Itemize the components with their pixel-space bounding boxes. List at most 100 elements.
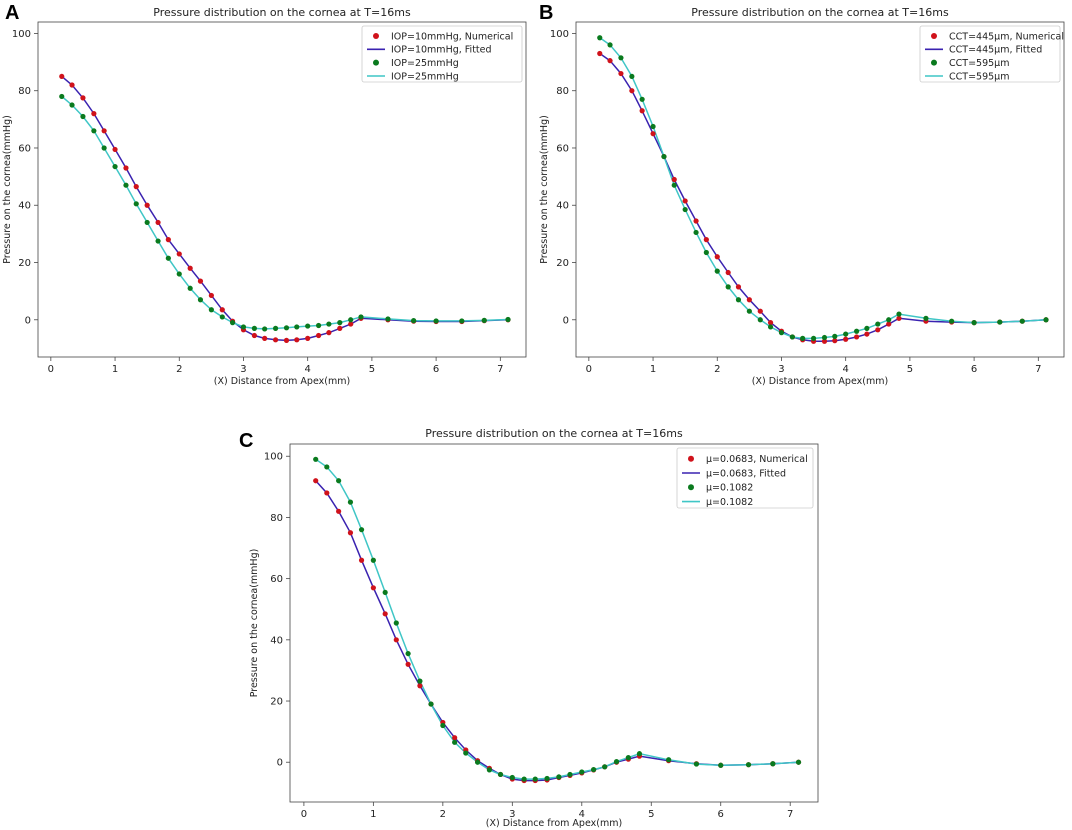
legend-label: IOP=10mmHg, Fitted [391, 45, 492, 56]
data-point-series-2 [971, 320, 977, 326]
data-point-series-2 [767, 324, 774, 330]
fitted-line-series-1 [599, 52, 1047, 343]
data-point-series-2 [666, 757, 672, 763]
chart-title: Pressure distribution on the cornea at T… [153, 6, 411, 19]
data-point-series-2 [789, 334, 795, 340]
x-tick-label: 4 [842, 364, 848, 375]
x-tick-label: 7 [1035, 364, 1041, 375]
data-point-series-2 [625, 755, 631, 761]
legend-label: IOP=10mmHg, Numerical [391, 31, 513, 42]
data-point-series-1 [294, 337, 300, 343]
data-point-series-2 [832, 333, 838, 339]
chart-panel-a: A Pressure distribution on the cornea at… [0, 0, 535, 395]
data-point-series-1 [843, 336, 849, 342]
data-point-series-2 [385, 316, 391, 322]
data-point-series-2 [618, 55, 624, 61]
data-point-series-2 [693, 229, 699, 236]
data-point-series-2 [463, 750, 469, 756]
data-point-series-1 [305, 335, 311, 341]
data-point-series-2 [176, 271, 182, 277]
data-point-series-1 [112, 146, 118, 153]
panel-letter: A [5, 2, 20, 24]
legend-label: IOP=25mmHg [391, 58, 459, 69]
data-point-series-2 [556, 774, 562, 780]
data-point-series-2 [597, 35, 603, 41]
data-point-series-1 [272, 337, 279, 343]
data-point-series-2 [393, 620, 399, 626]
data-point-series-2 [324, 464, 330, 470]
data-point-series-2 [155, 238, 161, 244]
data-point-series-2 [745, 762, 752, 768]
y-tick-label: 0 [25, 315, 31, 326]
y-tick-label: 80 [18, 86, 31, 97]
data-point-series-1 [155, 219, 161, 226]
chart-svg: Pressure distribution on the cornea at T… [2, 6, 527, 387]
legend-label: CCT=595μm [949, 71, 1009, 82]
data-point-series-1 [767, 320, 774, 326]
data-point-series-2 [69, 102, 75, 108]
data-point-series-2 [875, 321, 881, 327]
data-point-series-2 [197, 297, 204, 303]
data-point-series-2 [262, 326, 268, 332]
y-tick-label: 60 [270, 574, 283, 585]
y-tick-label: 40 [18, 201, 31, 212]
legend-box [676, 447, 814, 509]
chart-svg: Pressure distribution on the cornea at T… [249, 427, 819, 829]
y-tick-label: 60 [556, 143, 569, 154]
data-point-series-2 [810, 335, 817, 341]
data-point-series-2 [795, 759, 802, 765]
y-tick-label: 0 [563, 315, 569, 326]
data-point-series-2 [613, 759, 620, 765]
data-point-series-2 [770, 761, 776, 767]
data-point-series-2 [294, 324, 300, 330]
data-point-series-2 [336, 478, 342, 484]
y-axis-label: Pressure on the cornea(mmHg) [2, 115, 13, 264]
y-tick-label: 80 [270, 513, 283, 524]
chart-panel-c: C Pressure distribution on the cornea at… [235, 420, 835, 830]
data-point-series-2 [629, 73, 635, 80]
data-point-series-1 [618, 70, 624, 77]
data-point-series-2 [579, 769, 585, 775]
data-point-series-1 [144, 202, 150, 208]
x-tick-label: 7 [787, 809, 793, 820]
data-point-series-2 [1043, 317, 1049, 323]
plot-frame [289, 443, 819, 803]
data-point-series-2 [997, 319, 1003, 325]
data-point-series-2 [821, 334, 828, 341]
data-point-series-1 [693, 218, 699, 224]
y-tick-label: 20 [18, 258, 31, 269]
fitted-line-series-1 [315, 480, 799, 782]
y-tick-label: 100 [12, 29, 31, 40]
data-point-series-2 [101, 145, 107, 151]
data-point-series-2 [693, 761, 700, 767]
x-tick-label: 2 [714, 364, 720, 375]
fitted-line-series-1 [61, 75, 509, 342]
legend-label: IOP=25mmHg [391, 71, 459, 82]
data-point-series-1 [886, 321, 892, 327]
x-tick-label: 6 [971, 364, 977, 375]
data-point-series-2 [337, 320, 343, 326]
data-point-series-2 [326, 321, 332, 327]
data-point-series-2 [272, 325, 279, 331]
legend-marker [688, 455, 694, 462]
legend-box [919, 25, 1061, 83]
data-point-series-1 [393, 637, 399, 643]
data-point-series-2 [240, 324, 247, 330]
data-point-series-2 [313, 456, 319, 462]
data-point-series-1 [69, 82, 75, 88]
legend-label: μ=0.0683, Numerical [706, 454, 808, 465]
x-tick-label: 1 [112, 364, 118, 375]
data-point-series-2 [80, 113, 86, 120]
data-point-series-1 [208, 292, 214, 299]
data-point-series-1 [262, 335, 268, 341]
data-point-series-2 [544, 775, 550, 782]
data-point-series-2 [864, 325, 870, 331]
data-point-series-2 [725, 284, 731, 290]
data-point-series-1 [283, 337, 290, 343]
data-point-series-1 [671, 176, 677, 183]
data-point-series-2 [896, 311, 902, 317]
data-point-series-2 [112, 163, 118, 170]
data-point-series-2 [411, 318, 417, 324]
data-point-series-1 [682, 198, 688, 204]
y-tick-label: 20 [556, 258, 569, 269]
